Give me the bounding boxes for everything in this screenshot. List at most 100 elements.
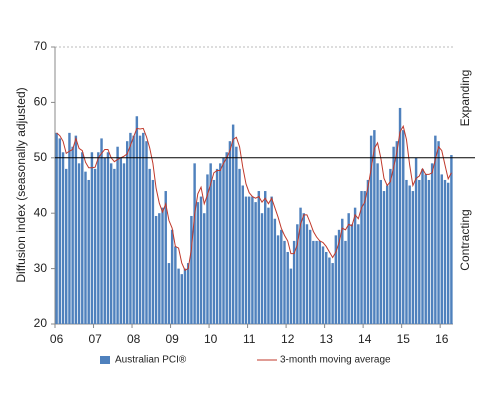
bar [360,191,363,324]
bar [235,146,238,324]
bar [331,263,334,324]
bar [215,168,219,324]
bar [103,157,106,324]
annotation: Expanding [458,70,472,127]
bar [363,191,366,324]
bar [324,251,328,324]
y-tick-label: 40 [34,205,48,219]
bar [154,215,158,324]
y-tick-label: 50 [34,150,48,164]
bar [414,157,418,324]
bar [395,141,399,324]
bar [408,185,411,324]
bar [225,152,228,324]
bar [222,157,225,324]
bar [148,168,151,324]
bar [302,213,305,324]
bar [132,135,135,324]
bar [186,263,190,324]
bar [90,152,94,324]
bar [151,179,155,324]
bar [158,213,161,324]
bar [286,251,289,324]
bar [379,179,383,324]
bar [424,174,427,324]
bar [238,168,241,324]
bar [260,213,264,324]
y-tick-label: 30 [34,261,48,275]
x-tick-label: 08 [127,332,141,346]
bar [87,179,90,324]
bar [267,207,270,324]
bar [411,191,415,324]
bar [203,213,206,324]
y-axis-title: Diffusion index (seasonally adjusted) [14,87,28,282]
bar [244,196,248,324]
x-tick-label: 13 [320,332,334,346]
bar [350,224,354,324]
x-tick-label: 15 [397,332,411,346]
bar [450,155,453,324]
bar [142,132,145,324]
bar [81,152,84,324]
bar [446,182,450,324]
bar [318,240,322,324]
bar [100,138,103,324]
bar [206,174,209,324]
x-tick-label: 06 [50,332,64,346]
x-tick-label: 07 [88,332,102,346]
bar [74,135,78,324]
bar [402,130,405,324]
bar [292,240,296,324]
y-tick-label: 70 [34,39,48,53]
bar [337,229,341,324]
bar [347,213,350,324]
bar [434,135,437,324]
bar [382,191,386,324]
bar [427,179,431,324]
bar [440,174,443,324]
bar [251,196,254,324]
line [56,124,452,271]
bar [122,163,126,324]
legend-label: Australian PCI® [115,355,187,366]
legend-swatch [100,356,110,364]
bar [254,202,257,324]
bar [209,163,212,324]
bar [385,185,389,324]
bar [369,135,373,324]
bar [296,224,299,324]
bar [315,240,318,324]
bar [65,168,68,324]
bar [161,207,164,324]
bar [68,132,71,324]
annotation: Contracting [458,209,472,270]
bar [398,107,402,324]
bar [55,132,58,324]
bar [312,240,315,324]
bar [212,179,216,324]
bar [58,138,62,324]
bar [119,157,123,324]
x-tick-label: 16 [435,332,449,346]
bar [283,240,286,324]
bar [357,224,360,324]
bar [164,191,167,324]
bar [430,163,434,324]
bar [305,224,309,324]
bar [270,196,273,324]
bar [241,185,244,324]
bar [421,168,424,324]
bar [231,124,235,324]
bar [219,163,222,324]
bar [71,146,74,324]
bar [247,196,251,324]
bar [276,235,280,324]
bar [174,246,177,324]
bar [97,152,100,324]
bar [129,132,132,324]
bar [392,146,395,324]
bar [334,235,338,324]
bar [289,268,293,324]
bar [341,218,344,324]
